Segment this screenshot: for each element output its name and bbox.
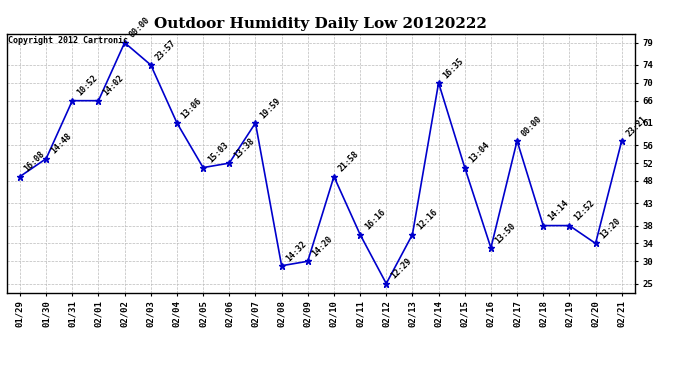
Text: 19:59: 19:59 [258, 96, 282, 120]
Text: 12:29: 12:29 [389, 257, 413, 281]
Text: 13:20: 13:20 [598, 217, 622, 241]
Text: Copyright 2012 Cartronic: Copyright 2012 Cartronic [8, 36, 128, 45]
Text: 15:03: 15:03 [206, 141, 230, 165]
Text: 12:52: 12:52 [572, 199, 596, 223]
Text: 14:14: 14:14 [546, 199, 570, 223]
Text: 13:38: 13:38 [232, 136, 256, 160]
Text: 16:16: 16:16 [363, 208, 387, 232]
Text: 14:02: 14:02 [101, 74, 126, 98]
Text: 23:57: 23:57 [154, 38, 177, 62]
Text: 16:08: 16:08 [23, 150, 47, 174]
Text: 10:52: 10:52 [75, 74, 99, 98]
Text: 16:35: 16:35 [442, 56, 465, 80]
Text: 12:16: 12:16 [415, 208, 440, 232]
Text: 21:58: 21:58 [337, 150, 361, 174]
Text: 00:00: 00:00 [128, 16, 151, 40]
Text: 14:20: 14:20 [310, 234, 335, 258]
Text: 13:06: 13:06 [179, 96, 204, 120]
Title: Outdoor Humidity Daily Low 20120222: Outdoor Humidity Daily Low 20120222 [155, 17, 487, 31]
Text: 13:50: 13:50 [493, 221, 518, 245]
Text: 23:21: 23:21 [624, 114, 649, 138]
Text: 14:32: 14:32 [284, 239, 308, 263]
Text: 00:00: 00:00 [520, 114, 544, 138]
Text: 14:48: 14:48 [49, 132, 73, 156]
Text: 13:04: 13:04 [468, 141, 491, 165]
